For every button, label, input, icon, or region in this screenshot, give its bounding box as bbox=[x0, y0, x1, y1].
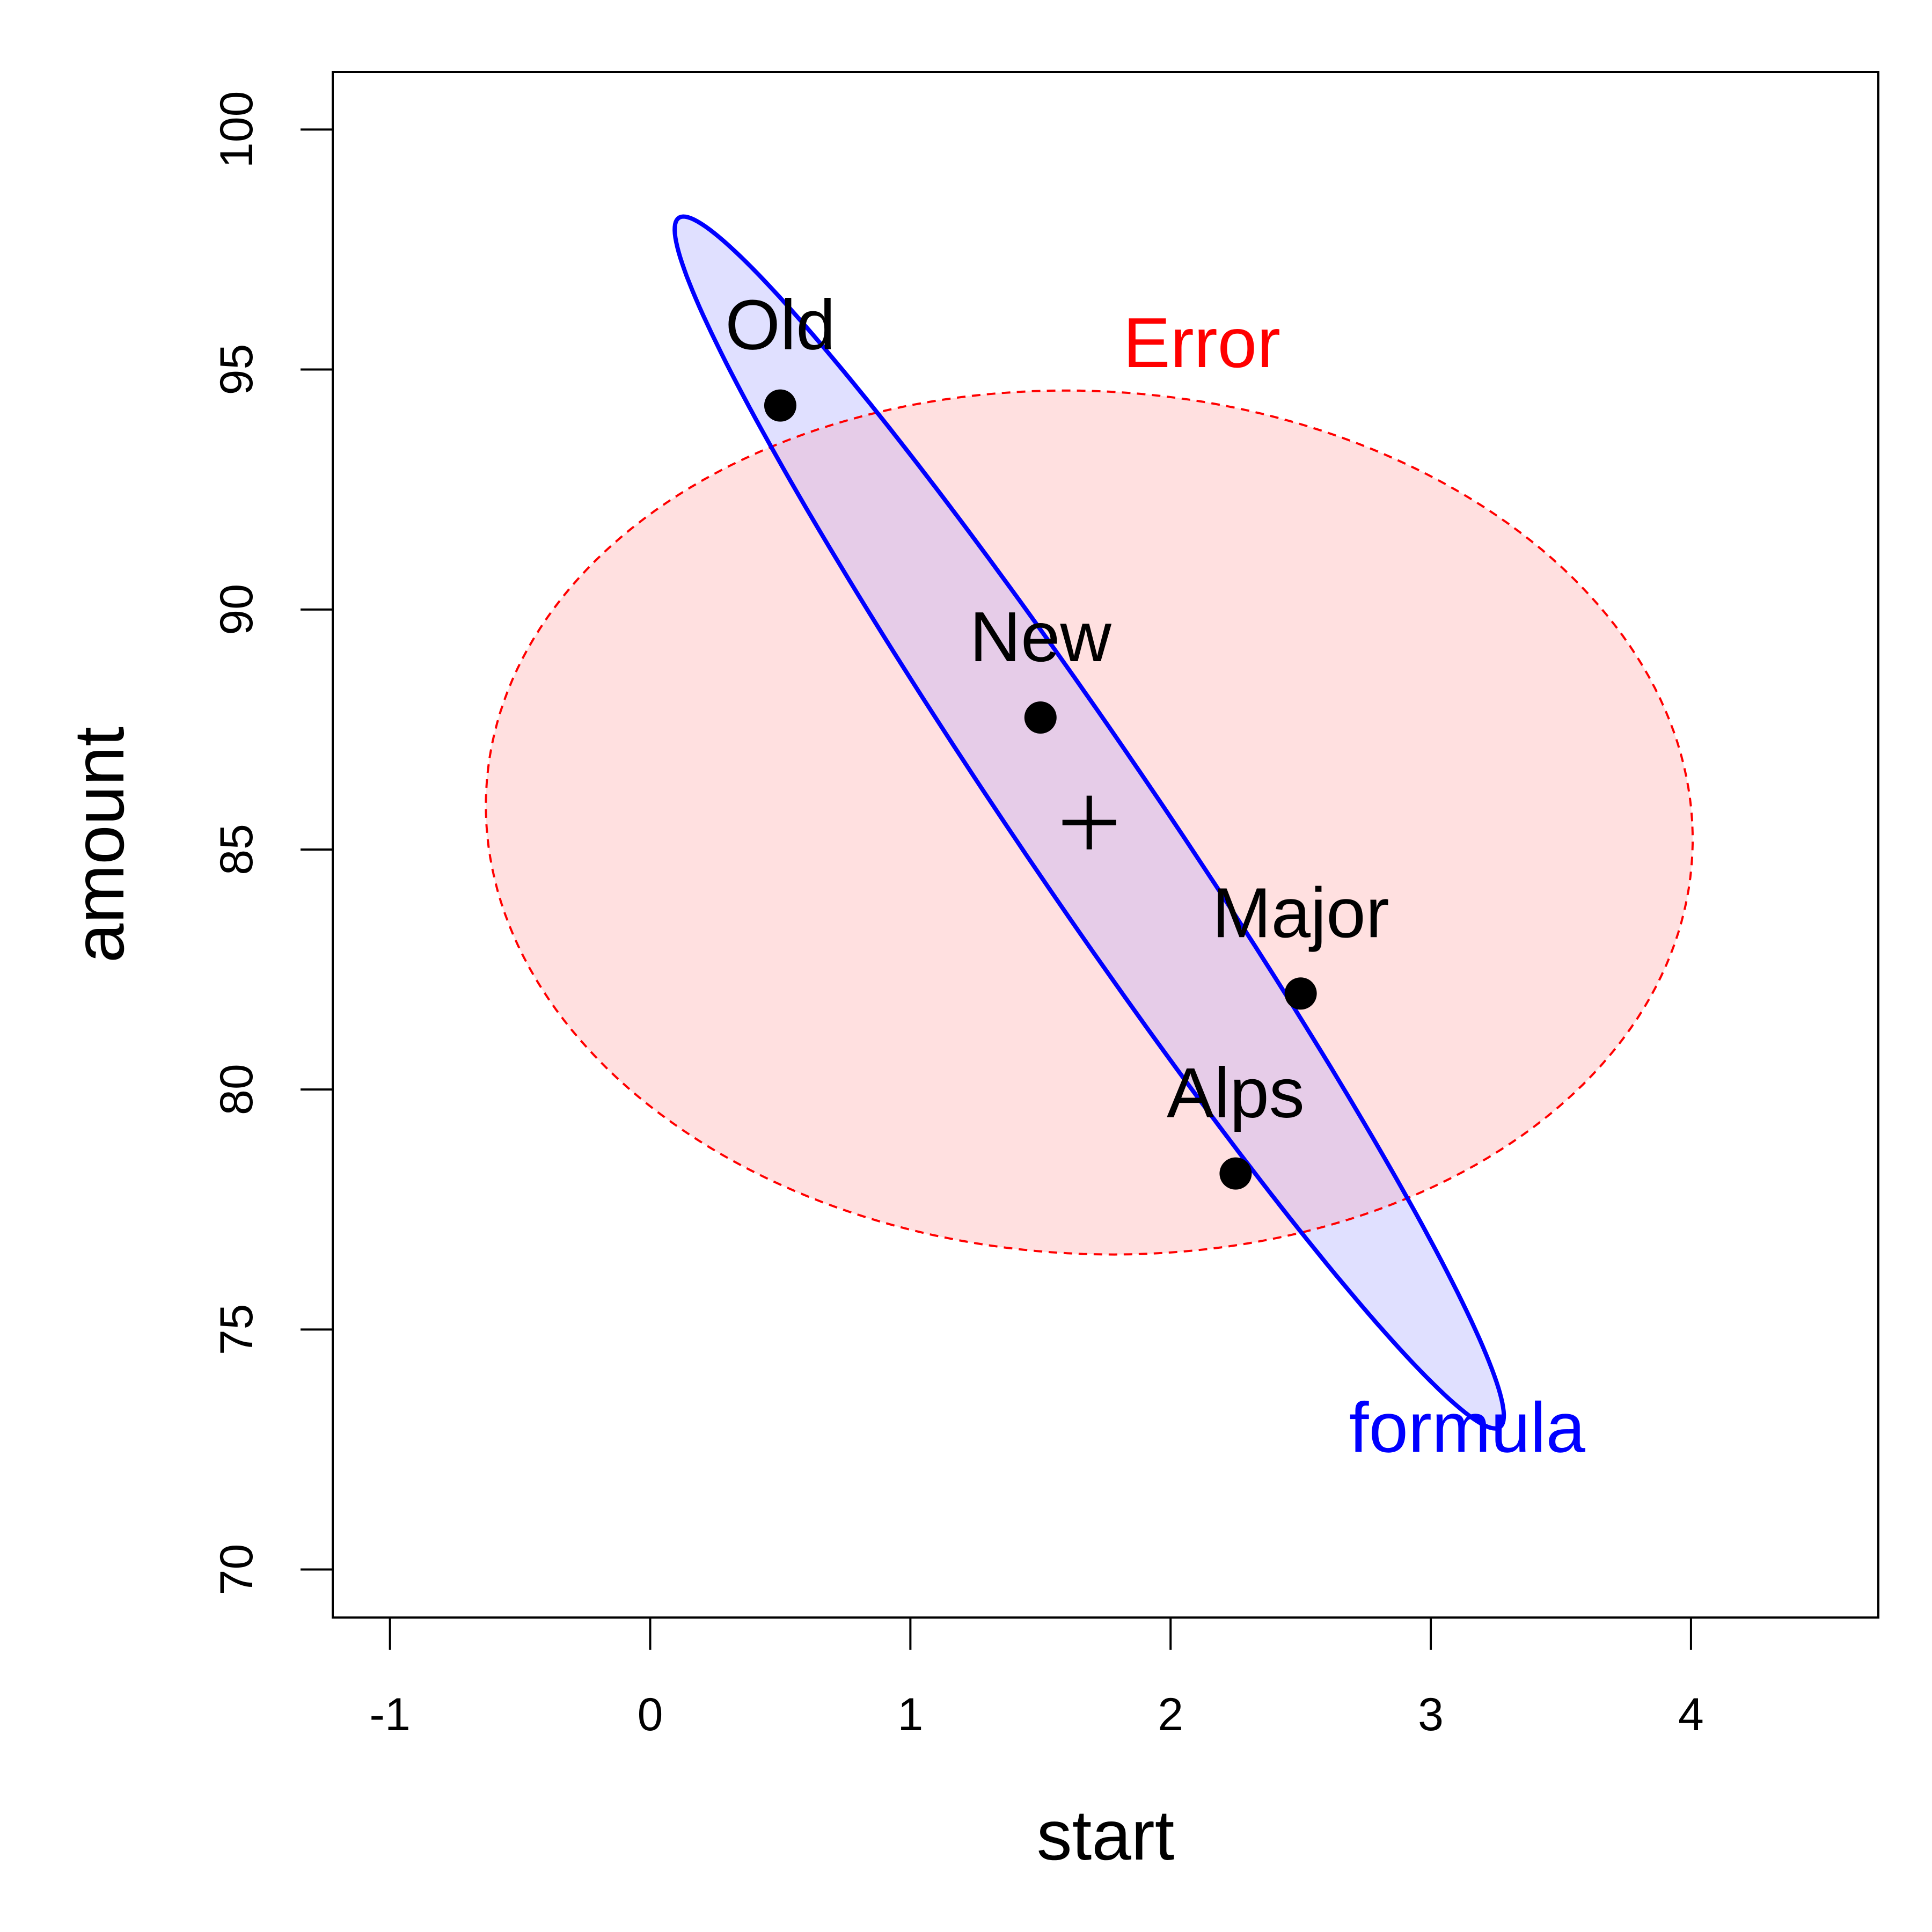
point-major bbox=[1284, 977, 1317, 1010]
x-tick-label: 4 bbox=[1678, 1689, 1704, 1740]
formula-ellipse-label: formula bbox=[1349, 1388, 1586, 1467]
y-tick-label: 85 bbox=[211, 824, 262, 875]
x-tick-label: 1 bbox=[897, 1689, 923, 1740]
labels-layer: Error formula Old New Major Alps bbox=[725, 286, 1585, 1467]
y-tick-label: 95 bbox=[211, 344, 262, 396]
y-tick-label: 75 bbox=[211, 1304, 262, 1356]
centroid-marker bbox=[1062, 795, 1116, 850]
y-axis: 70 75 80 85 90 95 100 bbox=[211, 91, 334, 1596]
ellipse-stroke-layer bbox=[485, 214, 1694, 1431]
error-ellipse-label: Error bbox=[1123, 303, 1280, 382]
y-tick-label: 70 bbox=[211, 1544, 262, 1596]
point-old bbox=[764, 389, 796, 422]
point-label-old: Old bbox=[725, 286, 835, 364]
x-tick-label: 2 bbox=[1158, 1689, 1183, 1740]
point-label-alps: Alps bbox=[1167, 1053, 1305, 1132]
formula-ellipse-outline bbox=[672, 214, 1506, 1431]
y-tick-label: 100 bbox=[211, 91, 262, 169]
x-axis-title: start bbox=[1037, 1796, 1175, 1875]
point-new bbox=[1024, 701, 1057, 734]
point-alps bbox=[1219, 1157, 1252, 1190]
points-layer bbox=[764, 389, 1317, 1190]
x-axis: -1 0 1 2 3 4 bbox=[369, 1616, 1704, 1740]
point-label-major: Major bbox=[1212, 873, 1389, 952]
y-tick-label: 80 bbox=[211, 1064, 262, 1115]
y-axis-title: amount bbox=[60, 727, 138, 963]
y-tick-label: 90 bbox=[211, 584, 262, 635]
point-label-new: New bbox=[970, 597, 1112, 676]
x-tick-label: -1 bbox=[369, 1689, 410, 1740]
x-tick-label: 3 bbox=[1418, 1689, 1444, 1740]
x-tick-label: 0 bbox=[638, 1689, 663, 1740]
